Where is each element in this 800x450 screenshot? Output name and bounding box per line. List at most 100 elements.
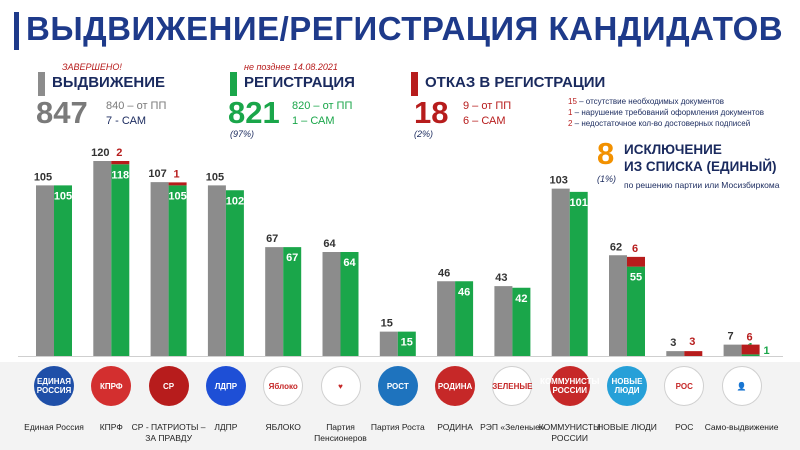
label-nominated: 43	[495, 272, 507, 284]
party-logo-text: ЕДИНАЯ РОССИЯ	[36, 377, 72, 395]
nomination-line1: 840 – от ПП	[106, 100, 167, 112]
party-logo-text: РОС	[675, 381, 693, 391]
party-logo-text: Яблоко	[268, 381, 298, 391]
party-logo-text: КПРФ	[99, 381, 123, 391]
bar-registered	[627, 266, 645, 356]
bar-registered	[283, 247, 302, 356]
refusal-pct: (2%)	[414, 129, 434, 139]
registration-pct: (97%)	[230, 129, 255, 139]
label-refused: 3	[689, 336, 695, 348]
nomination-line2: 7 - САМ	[106, 115, 147, 127]
party-logo-text: ♥	[338, 381, 343, 391]
label-refused: 6	[747, 331, 753, 343]
label-registered: 55	[630, 272, 642, 284]
party-logo-icon: РОС	[664, 366, 705, 406]
bar-nominated	[322, 252, 341, 356]
label-registered: 15	[401, 337, 413, 349]
bar-nominated	[551, 188, 570, 356]
exclusion-line1: ИСКЛЮЧЕНИЕ	[624, 142, 722, 157]
label-registered: 67	[286, 252, 298, 264]
bar-nominated	[609, 255, 627, 356]
registration-total: 821	[228, 95, 280, 130]
nomination-total: 847	[36, 95, 88, 130]
bar-refused	[111, 161, 130, 165]
label-registered: 46	[458, 286, 470, 298]
bar-registered	[111, 164, 130, 356]
party-name: СР - ПАТРИОТЫ – ЗА ПРАВДУ	[131, 422, 206, 443]
party-logo-icon: ♥	[320, 366, 361, 406]
bar-registered	[569, 191, 588, 356]
party-name: ЯБЛОКО	[265, 422, 301, 432]
party-name: РЭП «Зеленые»	[480, 422, 545, 432]
label-nominated: 67	[266, 233, 278, 245]
bar-refused	[741, 344, 760, 355]
label-nominated: 120	[91, 147, 109, 159]
registration-line2: 1 – САМ	[292, 115, 335, 127]
label-nominated: 62	[610, 241, 622, 253]
exclusion-line2: ИЗ СПИСКА (ЕДИНЫЙ)	[624, 159, 777, 174]
refusal-reason: 15 – отсутствие необходимых документов	[568, 97, 724, 106]
party-logo-text: КОММУНИСТЫ РОССИИ	[540, 377, 600, 395]
nomination-note: ЗАВЕРШЕНО!	[62, 62, 122, 72]
label-nominated: 46	[438, 267, 450, 279]
registration-marker	[230, 72, 237, 96]
bar-registered	[340, 252, 359, 356]
party-logo-text: СР	[163, 381, 175, 391]
refusal-marker	[411, 72, 418, 96]
bar-nominated	[379, 331, 398, 356]
bar-nominated	[150, 182, 169, 356]
label-nominated: 105	[34, 171, 52, 183]
bar-nominated	[494, 286, 513, 356]
label-nominated: 3	[670, 337, 676, 349]
party-logo-icon: РОДИНА	[435, 366, 476, 406]
party-logo-text: 👤	[736, 381, 747, 391]
label-refused: 6	[632, 243, 638, 255]
label-nominated: 7	[728, 331, 734, 343]
party-logo-icon: КПРФ	[91, 366, 132, 406]
label-nominated: 103	[550, 175, 568, 187]
exclusion-total: 8	[597, 136, 615, 171]
party-logo-icon: Яблоко	[263, 366, 304, 406]
party-name: Само-выдвижение	[704, 422, 779, 432]
party-logo-icon: ЕДИНАЯ РОССИЯ	[34, 366, 74, 406]
label-nominated: 15	[381, 318, 393, 330]
chart-baseline	[18, 356, 783, 357]
party-name: ЛДПР	[214, 422, 238, 432]
label-refused: 1	[174, 168, 180, 180]
party-logo-text: РОДИНА	[437, 381, 473, 391]
party-logo-text: НОВЫЕ ЛЮДИ	[611, 377, 643, 395]
party-name: НОВЫЕ ЛЮДИ	[597, 422, 657, 432]
label-registered: 118	[111, 169, 129, 181]
label-registered: 64	[343, 257, 356, 269]
party-name: Партия Роста	[370, 422, 425, 432]
bar-registered	[168, 185, 187, 356]
bar-registered	[512, 287, 531, 356]
party-name: Партия Пенсионеров	[314, 422, 367, 443]
label-registered: 105	[54, 190, 72, 202]
party-logo-text: ЗЕЛЕНЫЕ	[492, 381, 533, 391]
label-registered: 101	[570, 197, 588, 209]
label-refused: 2	[116, 147, 122, 159]
party-name: КПРФ	[99, 422, 123, 432]
exclusion-pct: (1%)	[597, 174, 617, 184]
party-logo-icon: ЗЕЛЕНЫЕ	[492, 366, 533, 406]
refusal-line2: 6 – САМ	[463, 115, 506, 127]
label-registered: 42	[515, 293, 527, 305]
refusal-label: ОТКАЗ В РЕГИСТРАЦИИ	[425, 74, 606, 91]
refusal-total: 18	[414, 95, 449, 130]
party-logo-icon: 👤	[721, 366, 762, 406]
party-name: РОДИНА	[437, 422, 473, 432]
bar-registered	[397, 331, 416, 356]
bar-registered	[225, 190, 244, 356]
label-registered: 1	[748, 341, 754, 353]
label-nominated: 64	[323, 238, 336, 250]
party-name: КОММУНИСТЫ РОССИИ	[538, 422, 601, 443]
refusal-reason: 2 – недостаточное кол-во достоверных под…	[568, 119, 751, 128]
party-logo-text: ЛДПР	[214, 381, 238, 391]
label-registered: 105	[168, 190, 186, 202]
party-logo-icon: ЛДПР	[205, 366, 246, 406]
bar-registered	[455, 281, 474, 356]
party-logo-icon: НОВЫЕ ЛЮДИ	[607, 366, 647, 406]
label-registered: 102	[226, 195, 244, 207]
bar-nominated	[36, 185, 54, 356]
